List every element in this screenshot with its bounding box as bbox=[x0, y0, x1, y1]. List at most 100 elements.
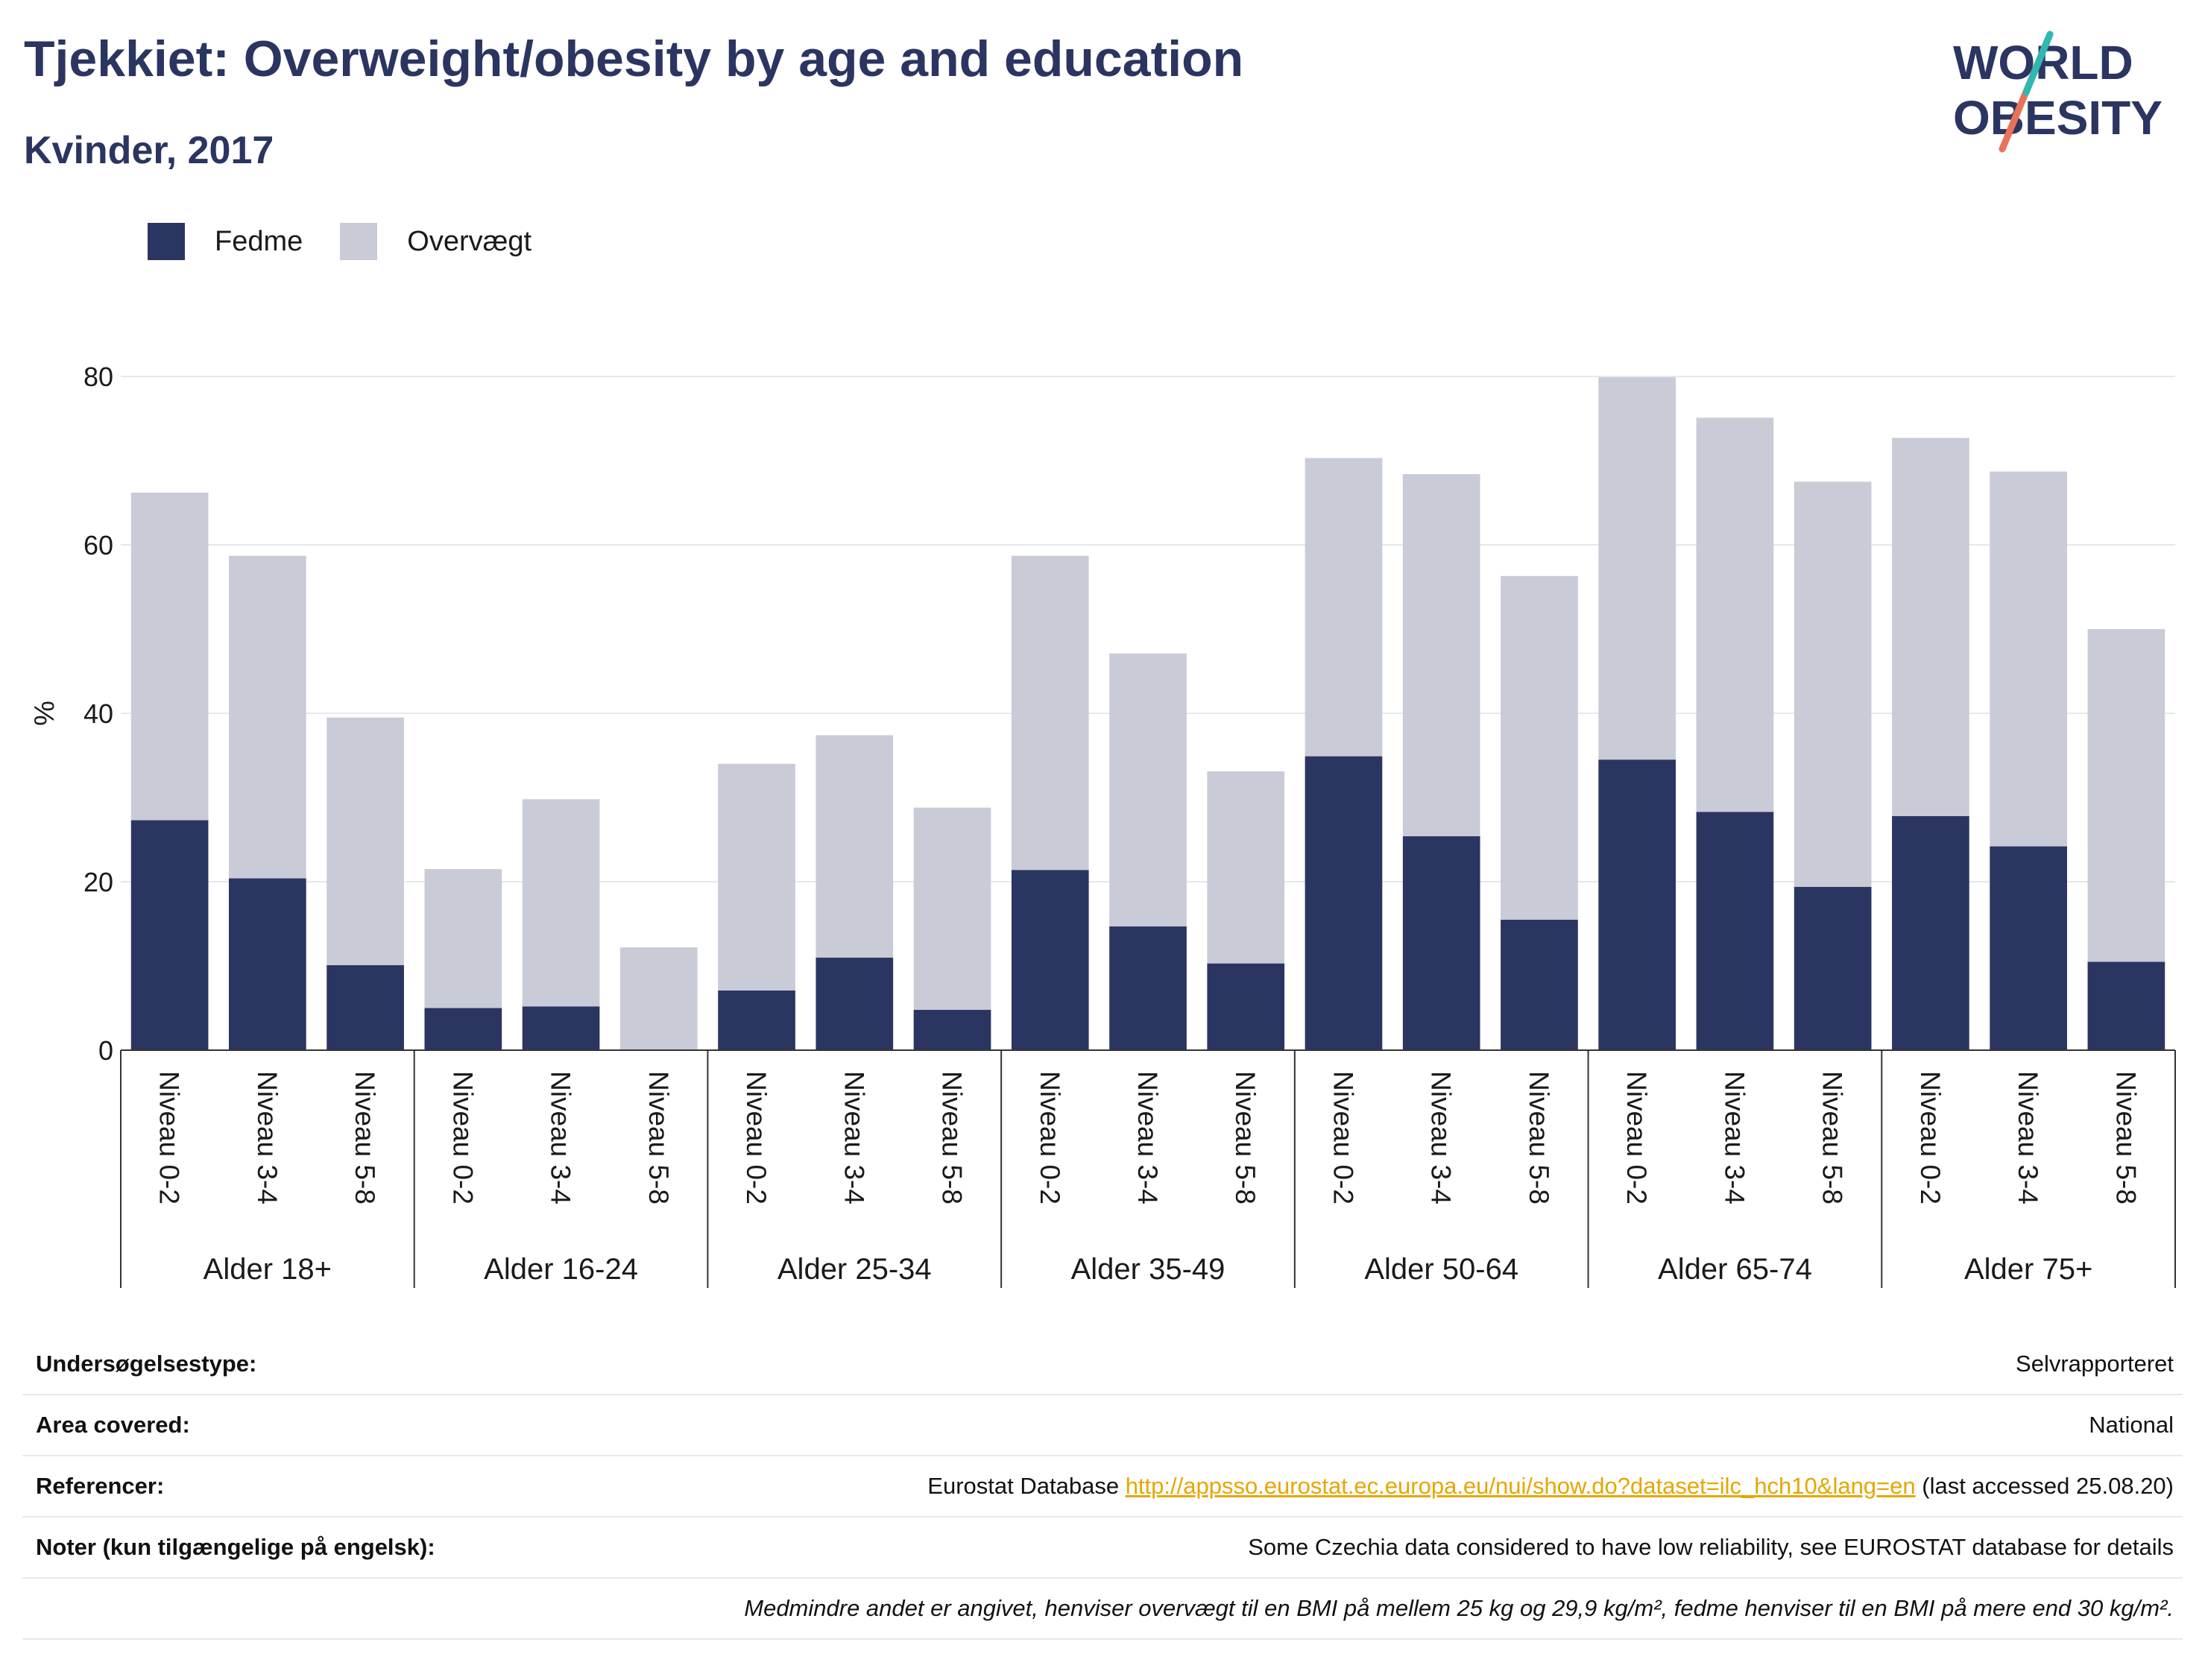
legend-label-overvaegt: Overvægt bbox=[407, 225, 532, 257]
group-label: Alder 65-74 bbox=[1658, 1253, 1812, 1286]
bar-fedme bbox=[1402, 836, 1480, 1050]
y-tick-label: 60 bbox=[83, 530, 113, 560]
bar-fedme bbox=[718, 990, 795, 1050]
bar-fedme bbox=[816, 957, 894, 1050]
footnote: Medmindre andet er angivet, henviser ove… bbox=[744, 1595, 2174, 1621]
x-tick-label: Niveau 3-4 bbox=[252, 1071, 283, 1204]
y-tick-label: 40 bbox=[83, 698, 113, 729]
x-tick-label: Niveau 0-2 bbox=[154, 1071, 185, 1204]
group-label: Alder 50-64 bbox=[1364, 1253, 1518, 1286]
bar-overvaegt bbox=[1696, 417, 1774, 812]
y-tick-label: 20 bbox=[83, 867, 113, 897]
bar-fedme bbox=[1598, 760, 1676, 1050]
bar-fedme bbox=[1892, 815, 1969, 1050]
x-tick-label: Niveau 0-2 bbox=[1915, 1071, 1946, 1204]
info-row-footnote: Medmindre andet er angivet, henviser ove… bbox=[22, 1579, 2183, 1640]
bar-fedme bbox=[130, 820, 209, 1050]
x-tick-label: Niveau 5-8 bbox=[1230, 1071, 1261, 1204]
bar-overvaegt bbox=[327, 717, 404, 965]
group-label: Alder 75+ bbox=[1964, 1253, 2092, 1286]
bar-fedme bbox=[1990, 846, 2067, 1050]
bar-overvaegt bbox=[816, 735, 894, 958]
bar-overvaegt bbox=[424, 869, 502, 1008]
bar-overvaegt bbox=[2087, 629, 2165, 962]
x-tick-label: Niveau 5-8 bbox=[1817, 1071, 1848, 1204]
bar-fedme bbox=[1696, 812, 1774, 1050]
x-tick-label: Niveau 3-4 bbox=[2013, 1071, 2043, 1204]
x-tick-label: Niveau 0-2 bbox=[1621, 1071, 1652, 1204]
legend-swatch-fedme bbox=[148, 223, 185, 260]
info-label: Undersøgelsestype: bbox=[36, 1351, 257, 1377]
stacked-bar-chart: 0 20 40 60 80% Niveau 0-2 Niveau 3-4 Niveau 5-8… bbox=[29, 361, 2176, 1288]
y-tick-label: 0 bbox=[98, 1035, 113, 1066]
bar-fedme bbox=[1011, 870, 1089, 1050]
info-value: Eurostat Database http://appsso.eurostat… bbox=[927, 1473, 2174, 1500]
info-value: Some Czechia data considered to have low… bbox=[1248, 1534, 2174, 1560]
reference-suffix: (last accessed 25.08.20) bbox=[1915, 1473, 2174, 1499]
bar-overvaegt bbox=[718, 763, 795, 991]
legend-label-fedme: Fedme bbox=[215, 225, 303, 257]
info-value: Selvrapporteret bbox=[2016, 1351, 2174, 1377]
world-obesity-logo: WORLD OBESITY bbox=[1953, 31, 2163, 153]
x-tick-label: Niveau 3-4 bbox=[839, 1071, 869, 1204]
x-tick-label: Niveau 5-8 bbox=[2110, 1071, 2141, 1204]
info-label: Referencer: bbox=[36, 1473, 165, 1499]
x-tick-label: Niveau 3-4 bbox=[1132, 1071, 1163, 1204]
bar-fedme bbox=[1305, 756, 1383, 1050]
chart-subtitle: Kvinder, 2017 bbox=[24, 129, 274, 172]
bar-overvaegt bbox=[130, 492, 209, 821]
bar-overvaegt bbox=[1990, 471, 2067, 847]
bar-fedme bbox=[913, 1009, 991, 1050]
bar-overvaegt bbox=[1011, 555, 1089, 871]
bar-fedme bbox=[1794, 886, 1872, 1050]
reference-link[interactable]: http://appsso.eurostat.ec.europa.eu/nui/… bbox=[1125, 1473, 1916, 1499]
info-row-area: Area covered: National bbox=[22, 1395, 2183, 1456]
bar-overvaegt bbox=[913, 807, 991, 1010]
bar-overvaegt bbox=[229, 555, 306, 879]
bar-fedme bbox=[229, 878, 306, 1050]
bar-overvaegt bbox=[1598, 377, 1676, 760]
bar-overvaegt bbox=[1109, 653, 1187, 926]
x-tick-label: Niveau 3-4 bbox=[1719, 1071, 1750, 1204]
bar-overvaegt bbox=[1305, 458, 1383, 757]
bar-overvaegt bbox=[1501, 575, 1578, 920]
reference-prefix: Eurostat Database bbox=[927, 1473, 1126, 1499]
bar-fedme bbox=[522, 1006, 600, 1050]
info-table: Undersøgelsestype: Selvrapporteret Area … bbox=[22, 1334, 2183, 1640]
info-row-references: Referencer: Eurostat Database http://app… bbox=[22, 1456, 2183, 1518]
legend-item-fedme[interactable]: Fedme bbox=[148, 223, 303, 260]
group-label: Alder 35-49 bbox=[1071, 1253, 1225, 1286]
bar-fedme bbox=[327, 964, 404, 1050]
legend-item-overvaegt[interactable]: Overvægt bbox=[340, 223, 531, 260]
bar-overvaegt bbox=[522, 799, 600, 1007]
bar-overvaegt bbox=[1207, 771, 1285, 964]
chart-title: Tjekkiet: Overweight/obesity by age and … bbox=[24, 31, 1244, 87]
x-tick-label: Niveau 5-8 bbox=[1524, 1071, 1554, 1204]
x-tick-label: Niveau 0-2 bbox=[741, 1071, 772, 1204]
bar-fedme bbox=[1109, 926, 1187, 1050]
x-tick-label: Niveau 5-8 bbox=[350, 1071, 380, 1204]
x-tick-label: Niveau 5-8 bbox=[643, 1071, 674, 1204]
info-label: Noter (kun tilgængelige på engelsk): bbox=[36, 1534, 435, 1560]
x-tick-label: Niveau 5-8 bbox=[937, 1071, 968, 1204]
y-tick-label: 80 bbox=[83, 361, 113, 392]
x-tick-label: Niveau 0-2 bbox=[1328, 1071, 1358, 1204]
bar-fedme bbox=[2087, 961, 2165, 1050]
info-value: National bbox=[2089, 1412, 2174, 1438]
bar-overvaegt bbox=[1892, 438, 1969, 816]
x-tick-label: Niveau 3-4 bbox=[546, 1071, 576, 1204]
info-row-survey-type: Undersøgelsestype: Selvrapporteret bbox=[22, 1334, 2183, 1395]
logo-slash-accent-icon bbox=[2022, 31, 2054, 96]
group-label: Alder 16-24 bbox=[484, 1253, 638, 1286]
group-label: Alder 18+ bbox=[204, 1253, 332, 1286]
bar-fedme bbox=[1501, 919, 1578, 1050]
legend-swatch-overvaegt bbox=[340, 223, 378, 260]
info-row-notes: Noter (kun tilgængelige på engelsk): Som… bbox=[22, 1518, 2183, 1579]
group-label: Alder 25-34 bbox=[777, 1253, 932, 1286]
logo-line-2: OBESITY bbox=[1953, 91, 2163, 145]
x-tick-label: Niveau 3-4 bbox=[1426, 1071, 1457, 1204]
y-axis-label: % bbox=[29, 701, 60, 726]
bar-fedme bbox=[424, 1008, 502, 1050]
chart-legend: Fedme Overvægt bbox=[148, 219, 569, 264]
info-label: Area covered: bbox=[36, 1412, 190, 1438]
